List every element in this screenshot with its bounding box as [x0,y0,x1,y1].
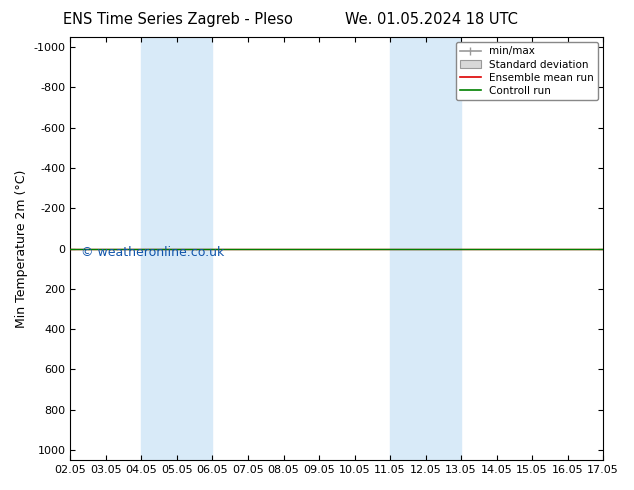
Text: ENS Time Series Zagreb - Pleso: ENS Time Series Zagreb - Pleso [63,12,292,27]
Bar [390,37,461,460]
Y-axis label: Min Temperature 2m (°C): Min Temperature 2m (°C) [15,170,28,328]
Legend: min/max, Standard deviation, Ensemble mean run, Controll run: min/max, Standard deviation, Ensemble me… [456,42,598,100]
Text: © weatheronline.co.uk: © weatheronline.co.uk [81,246,224,260]
Text: We. 01.05.2024 18 UTC: We. 01.05.2024 18 UTC [345,12,517,27]
Bar [141,37,212,460]
